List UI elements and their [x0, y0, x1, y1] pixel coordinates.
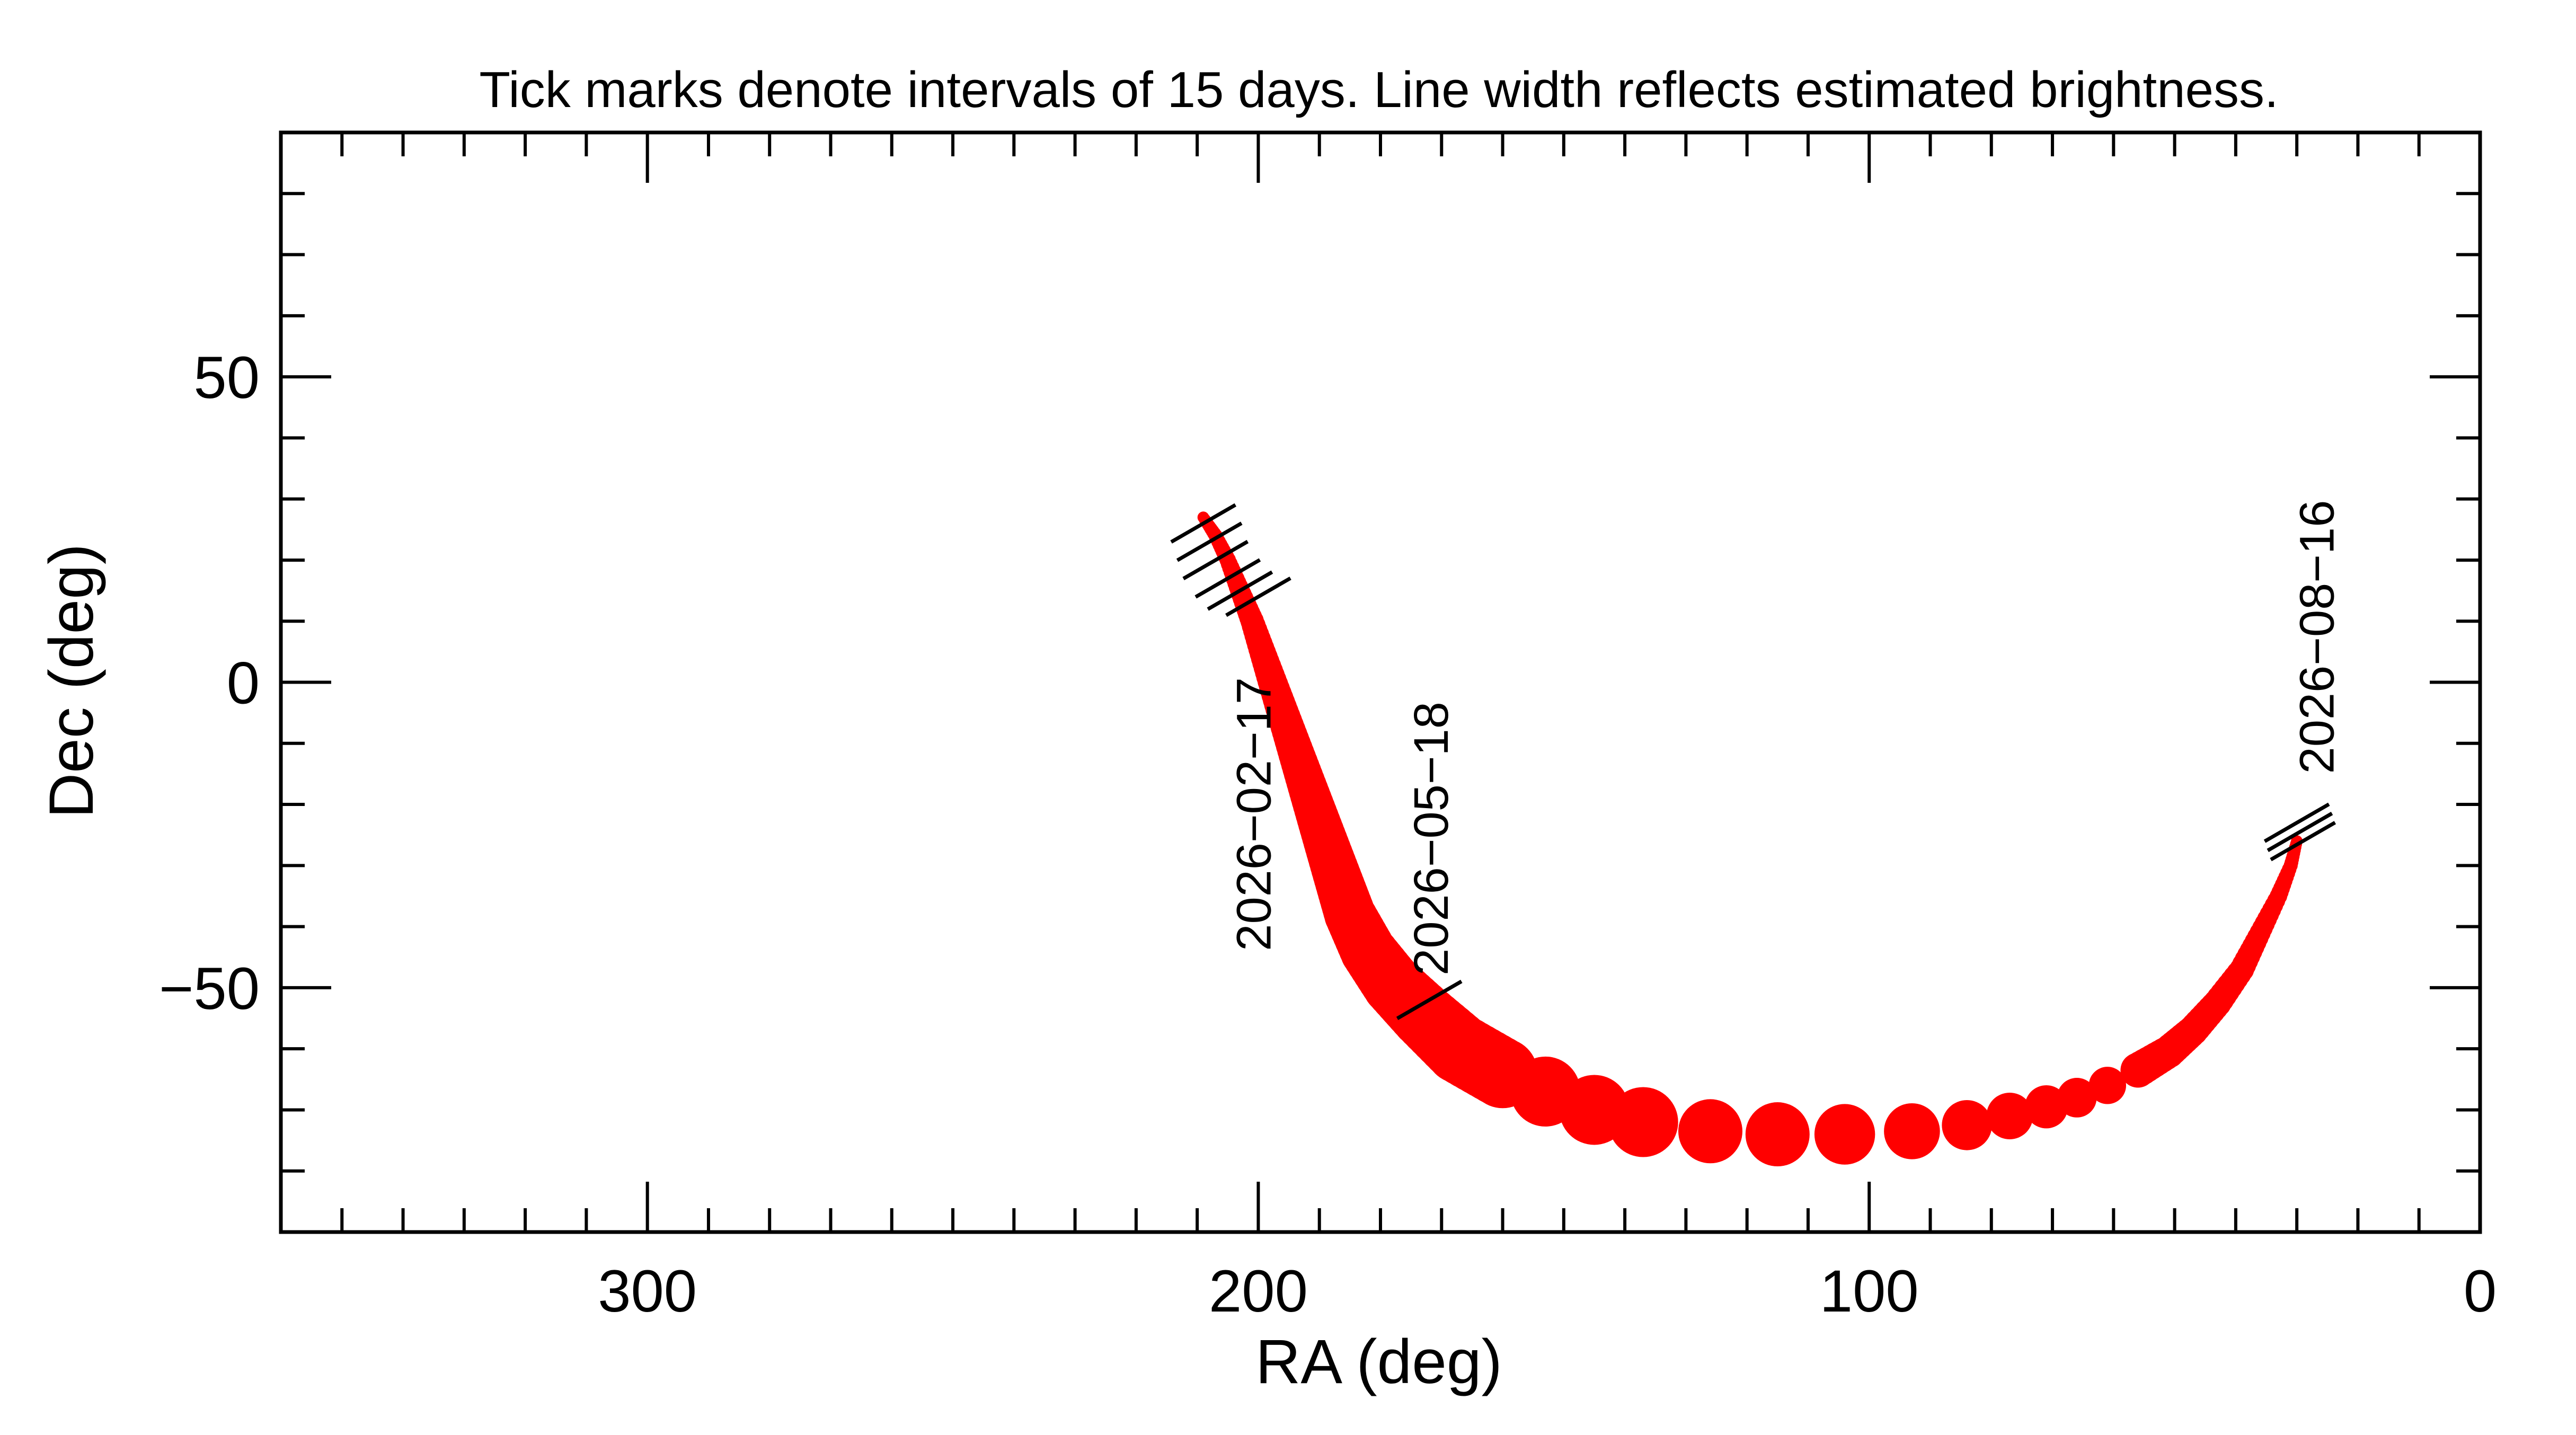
track-point: [1814, 1104, 1875, 1165]
date-annotation: 2026−02−17: [1227, 677, 1281, 951]
x-tick-label: 200: [1209, 1258, 1308, 1324]
track-point: [2088, 1067, 2127, 1104]
track-point: [1745, 1102, 1810, 1167]
track-point: [1986, 1092, 2033, 1139]
date-tick-mark: [2263, 802, 2330, 843]
y-tick-label: 0: [227, 650, 260, 716]
date-tick-mark: [1182, 539, 1249, 580]
date-annotation: 2026−08−16: [2290, 500, 2344, 774]
labels-layer: Tick marks denote intervals of 15 days. …: [37, 61, 2497, 1397]
y-tick-label: −50: [159, 955, 260, 1022]
chart-title: Tick marks denote intervals of 15 days. …: [479, 61, 2278, 118]
date-tick-mark: [1396, 979, 1463, 1020]
track-point: [1678, 1099, 1742, 1164]
date-ticks-layer: [1170, 503, 2336, 1020]
track-point: [1942, 1100, 1992, 1150]
date-tick-mark: [1225, 577, 1291, 617]
date-tick-mark: [1170, 503, 1237, 544]
date-annotation: 2026−05−18: [1404, 702, 1458, 976]
annotations-layer: 2026−02−17 2026−05−18 2026−08−16: [1227, 500, 2344, 976]
track-point: [2024, 1085, 2068, 1129]
track-point: [1608, 1087, 1678, 1157]
date-tick-mark: [2267, 811, 2333, 852]
x-tick-label: 300: [598, 1258, 697, 1324]
x-tick-label: 0: [2464, 1258, 2497, 1324]
date-tick-mark: [2270, 821, 2336, 862]
track-point: [2057, 1077, 2097, 1118]
date-tick-mark: [1194, 558, 1261, 599]
y-tick-label: 50: [193, 344, 260, 411]
y-axis-label: Dec (deg): [37, 544, 107, 818]
date-tick-mark: [1207, 570, 1273, 611]
x-axis-label: RA (deg): [1255, 1327, 1502, 1397]
x-tick-label: 100: [1820, 1258, 1919, 1324]
track-layer: [1197, 511, 2303, 1167]
axes-layer: [279, 130, 2482, 1234]
date-tick-mark: [1176, 521, 1243, 562]
track-point: [1884, 1103, 1940, 1159]
